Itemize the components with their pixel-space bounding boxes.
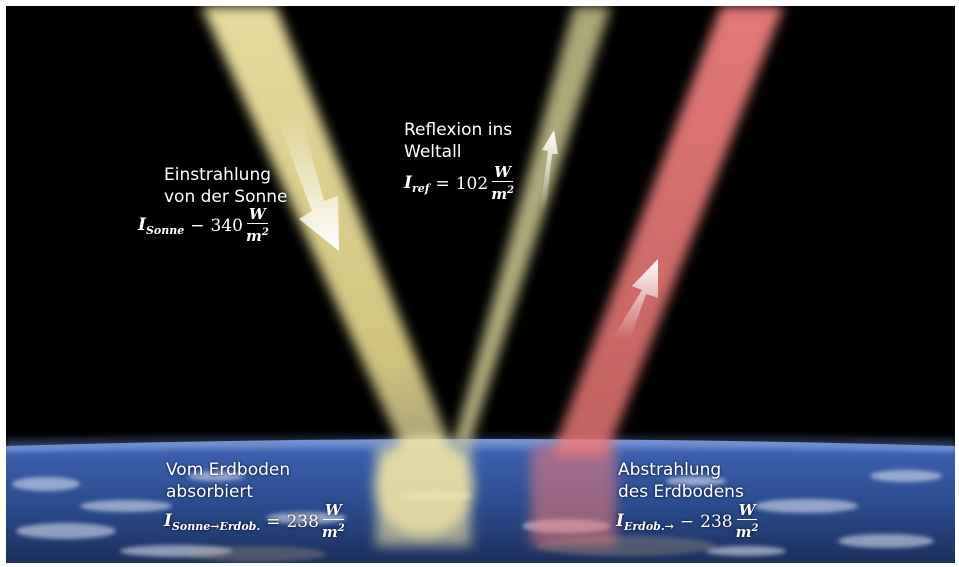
label-line: Abstrahlung (618, 460, 722, 480)
eq-unit: W m2 (736, 502, 759, 541)
unit-numerator: W (492, 163, 514, 182)
space-scene: Einstrahlung von der Sonne ISonne − 340 … (6, 6, 955, 563)
equation-ref: Iref = 102 W m2 (404, 164, 514, 203)
unit-base: m (735, 523, 752, 541)
unit-numerator: W (322, 501, 344, 520)
eq-I: I (616, 510, 624, 531)
eq-subscript: Sonne (145, 223, 185, 237)
eq-subscript: Sonne→Erdob. (171, 519, 261, 533)
arrow-up-icon (540, 130, 558, 211)
eq-value: 340 (210, 215, 243, 236)
label-line: Vom Erdboden (166, 460, 291, 480)
eq-symbol: Iref (404, 173, 429, 195)
eq-value: 102 (455, 173, 489, 194)
eq-symbol: ISonne→Erdob. (164, 511, 260, 533)
eq-operator: − (190, 215, 205, 236)
label-abstrahlung: Abstrahlung des Erdbodens (618, 459, 744, 503)
label-line: Weltall (404, 142, 462, 162)
eq-unit: W m2 (246, 206, 269, 245)
reflected-beam (453, 6, 611, 446)
eq-subscript: Erdob.→ (623, 519, 674, 533)
unit-base: m (491, 185, 508, 203)
eq-I: I (138, 214, 146, 235)
unit-denominator: m2 (246, 224, 269, 245)
unit-exponent: 2 (507, 185, 515, 196)
arrow-down-icon (276, 116, 339, 251)
unit-denominator: m2 (491, 182, 514, 203)
unit-numerator: W (246, 205, 268, 224)
eq-operator: = (435, 173, 450, 194)
label-absorbiert: Vom Erdboden absorbiert (166, 459, 290, 503)
eq-unit: W m2 (491, 164, 514, 203)
unit-exponent: 2 (751, 523, 759, 534)
earth-surface (6, 431, 955, 563)
earth-radiation-beam (531, 6, 784, 546)
eq-subscript: ref (411, 181, 430, 195)
eq-operator: − (679, 511, 695, 532)
equation-absorbiert: ISonne→Erdob. = 238 W m2 (164, 502, 345, 541)
label-line: Einstrahlung (164, 165, 272, 185)
eq-I: I (404, 172, 412, 193)
label-line: des Erdbodens (618, 482, 744, 502)
unit-denominator: m2 (322, 520, 345, 541)
unit-base: m (245, 227, 262, 245)
equation-abstrahlung: IErdob.→ − 238 W m2 (616, 502, 758, 541)
label-line: absorbiert (166, 482, 254, 502)
unit-base: m (321, 523, 338, 541)
eq-symbol: IErdob.→ (616, 511, 674, 533)
eq-I: I (164, 510, 172, 531)
eq-symbol: ISonne (138, 215, 184, 237)
unit-exponent: 2 (337, 523, 345, 534)
eq-value: 238 (286, 511, 319, 532)
label-line: Reflexion ins (404, 120, 513, 140)
scene-graphics (6, 6, 955, 563)
eq-operator: = (266, 511, 281, 532)
unit-numerator: W (736, 501, 758, 520)
equation-sonne: ISonne − 340 W m2 (138, 206, 269, 245)
unit-exponent: 2 (261, 227, 269, 238)
label-reflexion: Reflexion ins Weltall (404, 119, 512, 163)
unit-denominator: m2 (736, 520, 759, 541)
label-einstrahlung: Einstrahlung von der Sonne (164, 164, 287, 208)
arrow-up-icon (614, 259, 658, 340)
eq-value: 238 (700, 511, 733, 532)
eq-unit: W m2 (322, 502, 345, 541)
label-line: von der Sonne (164, 187, 288, 207)
